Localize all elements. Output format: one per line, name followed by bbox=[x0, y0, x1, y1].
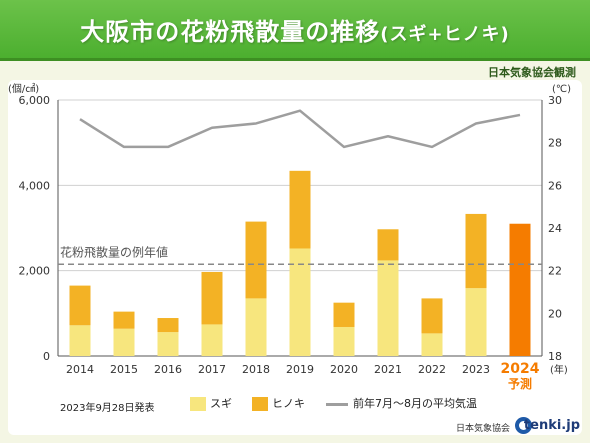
bar-forecast-2024 bbox=[509, 223, 531, 356]
x-tick-2018: 2018 bbox=[242, 363, 270, 376]
x-tick-2023: 2023 bbox=[462, 363, 490, 376]
y-right-tick: 28 bbox=[548, 137, 562, 150]
legend-label-hinoki: ヒノキ bbox=[272, 397, 305, 410]
bar-hinoki-2017 bbox=[201, 271, 223, 325]
chart-title: 大阪市の花粉飛散量の推移(スギ+ヒノキ) bbox=[0, 12, 590, 47]
title-bar: 大阪市の花粉飛散量の推移(スギ+ヒノキ) bbox=[0, 0, 590, 61]
footer: 日本気象協会 tenki.jp bbox=[382, 416, 582, 436]
bar-hinoki-2019 bbox=[289, 170, 311, 249]
y-left-unit: (個/㎠) bbox=[8, 82, 39, 95]
forecast-label: 予測 bbox=[508, 376, 532, 391]
bar-sugi-2018 bbox=[245, 298, 267, 356]
bar-hinoki-2021 bbox=[377, 229, 399, 261]
y-left-tick: 2,000 bbox=[19, 265, 51, 278]
x-tick-2017: 2017 bbox=[198, 363, 226, 376]
y-left-tick: 4,000 bbox=[19, 179, 51, 192]
tenki-logo-icon bbox=[515, 417, 532, 434]
y-right-unit: (℃) bbox=[552, 84, 571, 95]
bar-sugi-2022 bbox=[421, 333, 443, 356]
x-tick-2020: 2020 bbox=[330, 363, 358, 376]
x-tick-2016: 2016 bbox=[154, 363, 182, 376]
bar-sugi-2015 bbox=[113, 328, 135, 356]
y-right-tick: 20 bbox=[548, 307, 562, 320]
temperature-line bbox=[79, 109, 521, 149]
legend-item-temp: 前年7月～8月の平均気温 bbox=[326, 396, 477, 412]
bar-sugi-2019 bbox=[289, 248, 311, 356]
bar-hinoki-2023 bbox=[465, 213, 487, 289]
bar-hinoki-2016 bbox=[157, 318, 179, 333]
release-date: 2023年9月28日発表 bbox=[60, 403, 155, 414]
bar-sugi-2023 bbox=[465, 288, 487, 356]
x-tick-2019: 2019 bbox=[286, 363, 314, 376]
bar-hinoki-2018 bbox=[245, 221, 267, 299]
legend-swatch-hinoki bbox=[252, 397, 268, 411]
legend-label-temp: 前年7月～8月の平均気温 bbox=[353, 397, 477, 410]
title-main: 大阪市の花粉飛散量の推移 bbox=[80, 18, 381, 46]
normal-label: 花粉飛散量の例年値 bbox=[60, 244, 168, 259]
bar-hinoki-2022 bbox=[421, 298, 443, 334]
legend-swatch-temp bbox=[326, 402, 348, 406]
bar-sugi-2020 bbox=[333, 326, 355, 356]
legend: スギ ヒノキ 前年7月～8月の平均気温 bbox=[180, 391, 480, 417]
footer-org: 日本気象協会 bbox=[455, 424, 510, 434]
y-right-tick: 26 bbox=[548, 179, 562, 192]
bar-hinoki-2015 bbox=[113, 311, 135, 329]
legend-label-sugi: スギ bbox=[210, 397, 232, 410]
x-tick-2014: 2014 bbox=[66, 363, 94, 376]
bar-hinoki-2020 bbox=[333, 302, 355, 327]
title-subtitle: (スギ+ヒノキ) bbox=[380, 24, 510, 45]
bar-hinoki-2014 bbox=[69, 285, 91, 326]
legend-item-sugi: スギ bbox=[190, 396, 232, 412]
legend-swatch-sugi bbox=[190, 397, 206, 411]
y-right-tick: 22 bbox=[548, 265, 562, 278]
footer-brand: tenki.jp bbox=[523, 418, 580, 433]
data-source: 日本気象協会観測 bbox=[488, 66, 576, 79]
legend-item-hinoki: ヒノキ bbox=[252, 396, 305, 412]
x-tick-2021: 2021 bbox=[374, 363, 402, 376]
bar-sugi-2021 bbox=[377, 260, 399, 356]
x-unit: (年) bbox=[550, 363, 568, 376]
x-tick-2015: 2015 bbox=[110, 363, 138, 376]
bar-sugi-2014 bbox=[69, 325, 91, 356]
y-left-tick: 6,000 bbox=[19, 94, 51, 107]
x-tick-2022: 2022 bbox=[418, 363, 446, 376]
bar-sugi-2016 bbox=[157, 332, 179, 356]
bar-sugi-2017 bbox=[201, 324, 223, 356]
y-right-tick: 24 bbox=[548, 222, 562, 235]
y-left-tick: 0 bbox=[43, 350, 50, 363]
y-right-tick: 30 bbox=[548, 94, 562, 107]
x-tick-2024: 2024 bbox=[501, 361, 540, 377]
y-right-tick: 18 bbox=[548, 350, 562, 363]
